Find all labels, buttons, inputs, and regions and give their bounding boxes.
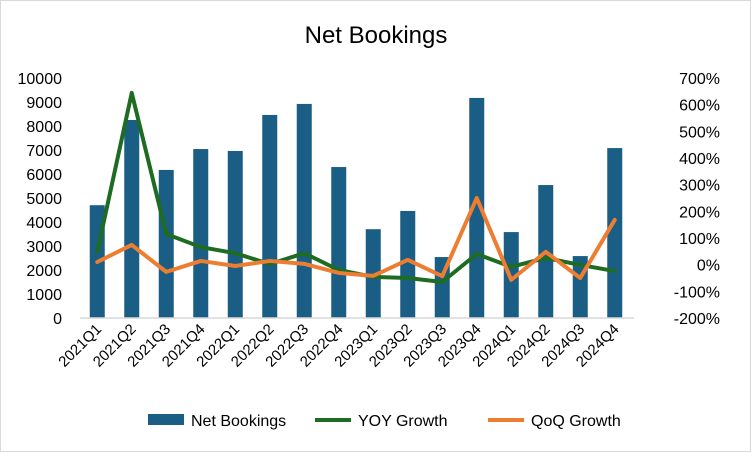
left-tick-label: 3000: [26, 239, 62, 256]
right-tick-label: 600%: [679, 98, 720, 115]
right-tick-label: 0%: [697, 258, 720, 275]
right-tick-label: 400%: [679, 151, 720, 168]
left-tick-label: 8000: [26, 119, 62, 136]
legend-item-qoq-growth: QoQ Growth: [488, 413, 621, 430]
left-tick-label: 0: [53, 311, 62, 328]
line-qoq-growth: [95, 196, 617, 282]
legend-label: QoQ Growth: [531, 413, 621, 430]
bar-2023Q1: [365, 229, 381, 318]
left-tick-label: 1000: [26, 287, 62, 304]
right-tick-label: -200%: [674, 311, 720, 328]
legend-label: YOY Growth: [358, 413, 448, 430]
left-tick-label: 10000: [18, 71, 63, 88]
left-tick-label: 2000: [26, 263, 62, 280]
bar-2023Q4: [469, 97, 485, 318]
legend-item-net-bookings: Net Bookings: [148, 413, 286, 430]
bar-2022Q3: [296, 103, 312, 318]
bar-2024Q4: [607, 148, 623, 318]
bar-2021Q2: [124, 120, 140, 318]
bar-2022Q2: [262, 114, 278, 319]
right-tick-label: 200%: [679, 204, 720, 221]
bar-2021Q3: [158, 169, 174, 318]
left-tick-label: 5000: [26, 191, 62, 208]
chart-title: Net Bookings: [305, 22, 448, 49]
right-tick-label: 300%: [679, 178, 720, 195]
left-tick-label: 6000: [26, 167, 62, 184]
legend-swatch: [148, 414, 184, 425]
bar-2022Q1: [227, 150, 243, 318]
bar-2021Q4: [193, 149, 209, 318]
bar-2022Q4: [331, 167, 347, 318]
left-tick-label: 9000: [26, 95, 62, 112]
right-tick-label: 700%: [679, 71, 720, 88]
left-tick-label: 7000: [26, 143, 62, 160]
right-tick-label: -100%: [674, 284, 720, 301]
line-yoy-growth: [95, 90, 617, 284]
right-tick-label: 100%: [679, 231, 720, 248]
right-tick-label: 500%: [679, 124, 720, 141]
bar-2023Q2: [400, 210, 416, 318]
legend-label: Net Bookings: [191, 413, 286, 430]
left-tick-label: 4000: [26, 215, 62, 232]
legend-item-yoy-growth: YOY Growth: [315, 413, 448, 430]
